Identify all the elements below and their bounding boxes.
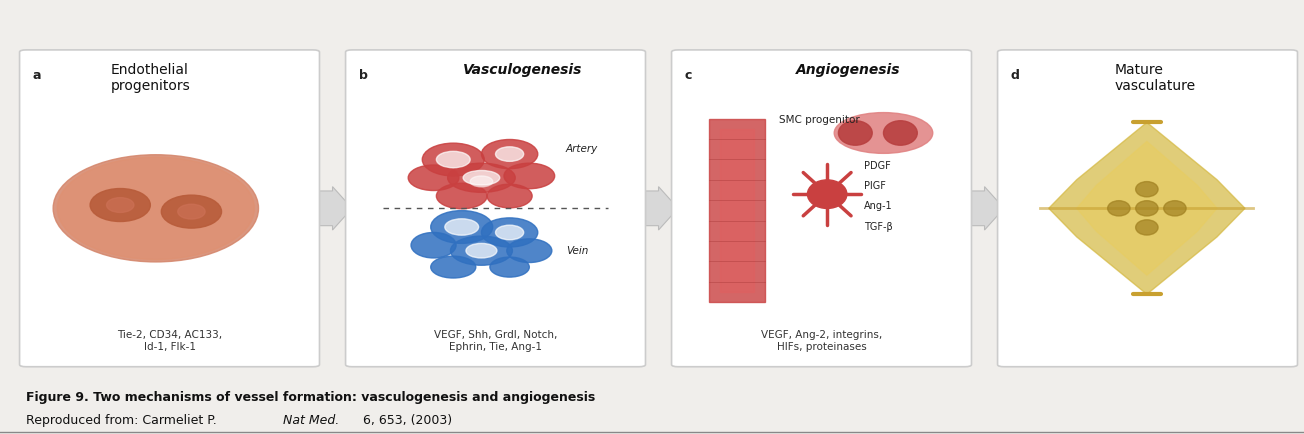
Ellipse shape bbox=[496, 147, 524, 161]
Ellipse shape bbox=[488, 184, 532, 208]
Text: Reproduced from: Carmeliet P.: Reproduced from: Carmeliet P. bbox=[26, 414, 220, 427]
Text: 6, 653, (2003): 6, 653, (2003) bbox=[359, 414, 451, 427]
FancyArrow shape bbox=[645, 187, 678, 230]
Circle shape bbox=[1136, 220, 1158, 235]
Text: Vein: Vein bbox=[566, 246, 588, 256]
Text: Vasculogenesis: Vasculogenesis bbox=[463, 63, 583, 77]
FancyBboxPatch shape bbox=[20, 50, 319, 367]
Text: Nat Med.: Nat Med. bbox=[283, 414, 339, 427]
Ellipse shape bbox=[490, 257, 529, 277]
Text: Mature
vasculature: Mature vasculature bbox=[1115, 63, 1196, 93]
Ellipse shape bbox=[162, 195, 222, 228]
Ellipse shape bbox=[447, 163, 515, 192]
Text: PlGF: PlGF bbox=[863, 181, 885, 191]
Ellipse shape bbox=[177, 204, 205, 219]
Ellipse shape bbox=[430, 210, 493, 243]
Ellipse shape bbox=[838, 121, 872, 145]
Circle shape bbox=[1136, 181, 1158, 197]
Ellipse shape bbox=[53, 155, 258, 262]
FancyBboxPatch shape bbox=[998, 50, 1297, 367]
Text: d: d bbox=[1011, 69, 1020, 82]
Text: Ang-1: Ang-1 bbox=[863, 201, 892, 211]
Text: VEGF, Ang-2, integrins,
HIFs, proteinases: VEGF, Ang-2, integrins, HIFs, proteinase… bbox=[762, 330, 882, 352]
Text: PDGF: PDGF bbox=[863, 161, 891, 171]
Ellipse shape bbox=[503, 163, 554, 189]
Text: Tie-2, CD34, AC133,
Id-1, Flk-1: Tie-2, CD34, AC133, Id-1, Flk-1 bbox=[117, 330, 222, 352]
Ellipse shape bbox=[422, 143, 484, 176]
Ellipse shape bbox=[835, 112, 932, 153]
Ellipse shape bbox=[481, 139, 537, 169]
Polygon shape bbox=[1077, 141, 1217, 275]
Ellipse shape bbox=[411, 233, 456, 258]
Ellipse shape bbox=[437, 183, 488, 209]
Circle shape bbox=[807, 180, 846, 208]
Ellipse shape bbox=[463, 171, 499, 185]
Text: SMC progenitor: SMC progenitor bbox=[780, 115, 861, 125]
Text: Figure 9. Two mechanisms of vessel formation: vasculogenesis and angiogenesis: Figure 9. Two mechanisms of vessel forma… bbox=[26, 391, 596, 404]
Ellipse shape bbox=[445, 219, 479, 235]
Polygon shape bbox=[709, 119, 765, 302]
Ellipse shape bbox=[466, 243, 497, 258]
Ellipse shape bbox=[471, 176, 493, 187]
Ellipse shape bbox=[57, 157, 254, 260]
Circle shape bbox=[1136, 201, 1158, 216]
FancyBboxPatch shape bbox=[346, 50, 645, 367]
FancyBboxPatch shape bbox=[672, 50, 971, 367]
Text: VEGF, Shh, Grdl, Notch,
Ephrin, Tie, Ang-1: VEGF, Shh, Grdl, Notch, Ephrin, Tie, Ang… bbox=[434, 330, 557, 352]
Ellipse shape bbox=[496, 225, 524, 240]
Text: c: c bbox=[685, 69, 692, 82]
Text: b: b bbox=[359, 69, 368, 82]
Ellipse shape bbox=[107, 197, 134, 213]
Ellipse shape bbox=[481, 218, 537, 247]
FancyArrow shape bbox=[319, 187, 352, 230]
Text: TGF-β: TGF-β bbox=[863, 222, 892, 232]
Text: Artery: Artery bbox=[566, 144, 599, 154]
Ellipse shape bbox=[884, 121, 917, 145]
Ellipse shape bbox=[90, 188, 150, 221]
Circle shape bbox=[1107, 201, 1131, 216]
Ellipse shape bbox=[437, 151, 471, 168]
Polygon shape bbox=[1048, 122, 1245, 294]
Text: Angiogenesis: Angiogenesis bbox=[795, 63, 900, 77]
Ellipse shape bbox=[507, 239, 552, 263]
FancyArrow shape bbox=[971, 187, 1004, 230]
Polygon shape bbox=[720, 129, 754, 292]
Ellipse shape bbox=[450, 236, 512, 265]
Text: a: a bbox=[33, 69, 42, 82]
Text: Endothelial
progenitors: Endothelial progenitors bbox=[111, 63, 190, 93]
Ellipse shape bbox=[408, 165, 459, 191]
Ellipse shape bbox=[430, 256, 476, 278]
Circle shape bbox=[1163, 201, 1187, 216]
